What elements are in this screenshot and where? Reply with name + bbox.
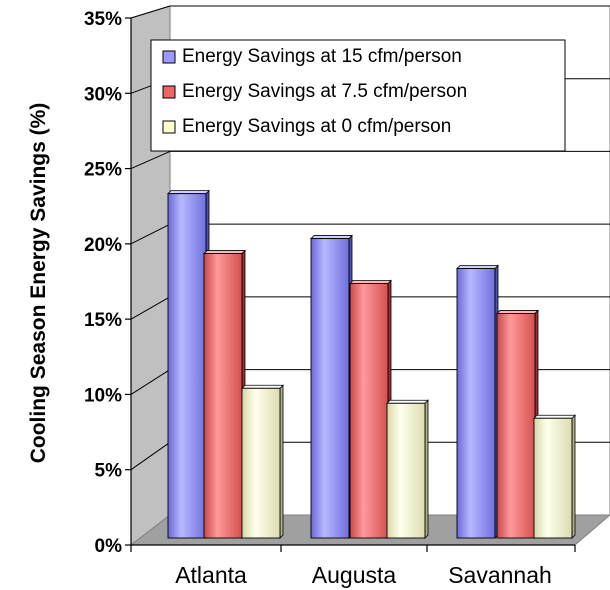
legend: Energy Savings at 15 cfm/person Energy Sa… <box>150 39 566 152</box>
bar-top <box>533 414 576 419</box>
bar-face <box>456 268 496 539</box>
bar-side <box>571 414 576 539</box>
bar-face <box>203 253 243 539</box>
y-tick-label: 5% <box>95 461 123 482</box>
bar-top <box>349 280 392 284</box>
y-axis-label: Cooling Season Energy Savings (%) <box>27 103 50 464</box>
x-category-label: Savannah <box>448 562 552 588</box>
bar-top <box>496 310 539 314</box>
y-tick-label: 20% <box>84 235 122 256</box>
gridline-side <box>130 296 171 320</box>
bar-side <box>424 399 429 539</box>
gridline-side <box>130 150 171 170</box>
bar <box>203 249 246 539</box>
bar-face <box>533 417 573 539</box>
legend-label: Energy Savings at 7.5 cfm/person <box>182 81 467 102</box>
bar-face <box>349 283 389 539</box>
bar <box>167 189 210 539</box>
y-tick-label: 10% <box>84 385 122 406</box>
bar-face <box>496 312 536 539</box>
gridline-side <box>130 223 171 245</box>
gridline-side <box>130 369 171 395</box>
legend-swatch <box>162 85 176 99</box>
bar <box>310 234 353 539</box>
legend-swatch <box>162 120 176 134</box>
bar-face <box>167 193 207 539</box>
bar-top <box>386 399 429 404</box>
x-category-label: Augusta <box>312 562 397 588</box>
bar <box>241 384 284 539</box>
y-tick-label: 35% <box>84 9 122 30</box>
bars <box>167 189 576 539</box>
y-tick-label: 0% <box>95 536 123 557</box>
bar <box>496 309 539 539</box>
y-tick-label: 15% <box>84 310 122 331</box>
bar <box>456 264 499 539</box>
bar <box>533 414 576 539</box>
legend-label: Energy Savings at 15 cfm/person <box>182 46 462 67</box>
bar <box>349 279 392 539</box>
legend-box <box>150 39 566 152</box>
y-tick-label: 30% <box>84 84 122 105</box>
y-tick-label: 25% <box>84 160 122 181</box>
bar-top <box>456 265 499 269</box>
bar-face <box>241 387 281 539</box>
bar <box>386 399 429 539</box>
bar-face <box>386 402 426 539</box>
x-category-label: Atlanta <box>175 562 247 588</box>
legend-label: Energy Savings at 0 cfm/person <box>182 116 451 137</box>
bar-side <box>279 384 284 539</box>
gridline-side <box>130 441 171 471</box>
bar-face <box>310 238 350 539</box>
gridline-side <box>130 5 171 19</box>
bar-top <box>241 384 284 389</box>
y-ticks: 0% 5% 10% 15% 20% 25% 30% 35% <box>84 9 131 557</box>
legend-swatch <box>162 50 176 64</box>
x-categories: Atlanta Augusta Savannah <box>130 545 576 588</box>
